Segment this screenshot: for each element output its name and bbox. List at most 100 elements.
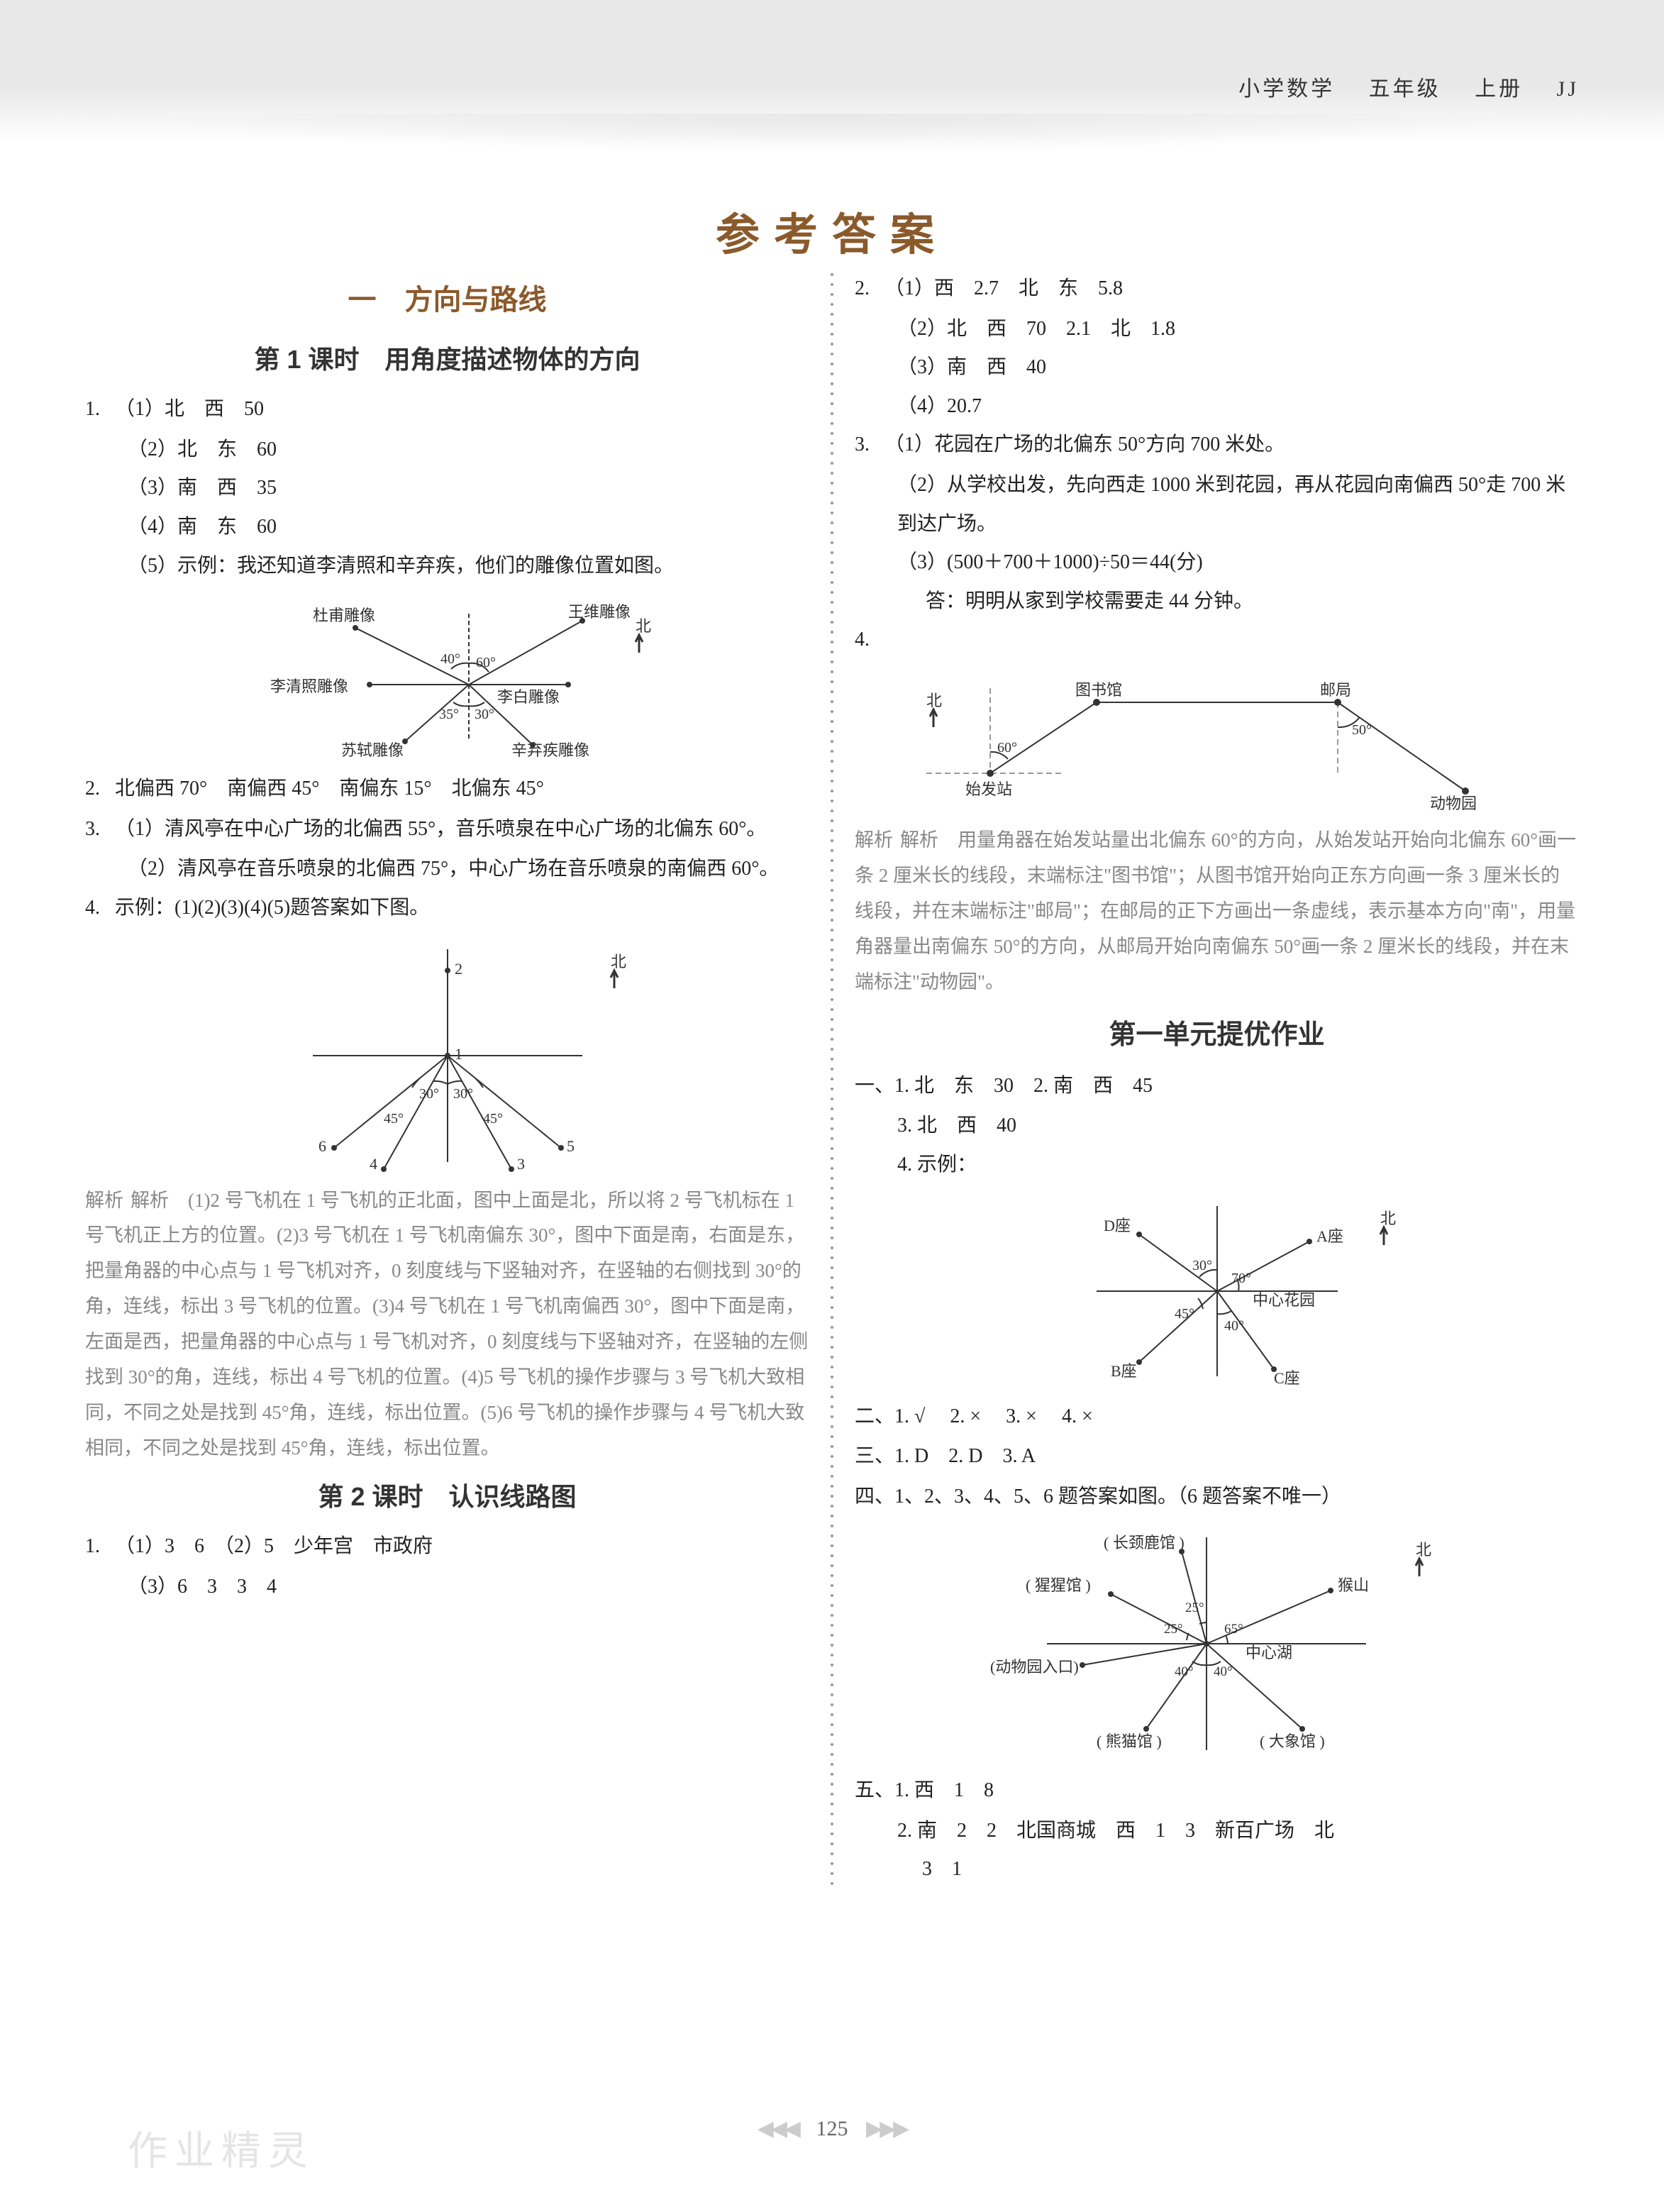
header-text: 小学数学 五年级 上册 JJ bbox=[1238, 71, 1579, 102]
fig2-p3: 3 bbox=[517, 1155, 525, 1173]
s2: 二、1. √ 2. × 3. × 4. × bbox=[855, 1398, 1579, 1437]
fig3-post: 邮局 bbox=[1320, 681, 1351, 699]
rq4-num: 4. bbox=[855, 621, 884, 660]
fig1-a40: 40° bbox=[440, 651, 460, 667]
left-column: 一 方向与路线 第 1 课时 用角度描述物体的方向 1.（1）北 西 50 （2… bbox=[85, 270, 809, 1889]
rq2-num: 2. bbox=[855, 270, 884, 309]
s5: 五、1. 西 1 8 bbox=[855, 1771, 1579, 1810]
fig5-a65: 65° bbox=[1224, 1622, 1243, 1637]
fig5-a40a: 40° bbox=[1214, 1664, 1233, 1679]
fig5-elephant: ( 大象馆 ) bbox=[1260, 1732, 1325, 1750]
watermark: 作业精灵 bbox=[128, 2119, 315, 2177]
s1-l1: 1. 北 东 30 2. 南 西 45 bbox=[894, 1075, 1153, 1097]
content-area: 一 方向与路线 第 1 课时 用角度描述物体的方向 1.（1）北 西 50 （2… bbox=[85, 270, 1579, 1889]
rq3-a2: （2）从学校出发，先向西走 1000 米到花园，再从花园向南偏西 50°走 70… bbox=[855, 466, 1579, 543]
s3: 三、1. D 2. D 3. A bbox=[855, 1437, 1579, 1476]
r-q3: 3.（1）花园在广场的北偏东 50°方向 700 米处。 bbox=[855, 426, 1579, 465]
fig5-a40b: 40° bbox=[1175, 1664, 1194, 1679]
fig3-library: 图书馆 bbox=[1075, 681, 1122, 699]
fig2-a30r: 30° bbox=[453, 1086, 473, 1102]
rq2-a4: （4）20.7 bbox=[855, 387, 1579, 426]
s4: 四、1、2、3、4、5、6 题答案如图。（6 题答案不唯一） bbox=[855, 1478, 1579, 1517]
q3-a2: （2）清风亭在音乐喷泉的北偏西 75°，中心广场在音乐喷泉的南偏西 60°。 bbox=[85, 850, 809, 889]
tri-right-icon: ▶▶▶ bbox=[866, 2117, 906, 2140]
header-volume: 上册 bbox=[1475, 77, 1523, 101]
fig5-a25b: 25° bbox=[1164, 1622, 1183, 1637]
fig3-start: 始发站 bbox=[965, 780, 1012, 798]
s2-text: 1. √ 2. × 3. × 4. × bbox=[894, 1405, 1093, 1427]
q1-a1: （1）北 西 50 bbox=[115, 398, 264, 420]
q3-a1: （1）清风亭在中心广场的北偏西 55°，音乐喷泉在中心广场的北偏东 60°。 bbox=[115, 818, 766, 840]
fig4-a: A座 bbox=[1316, 1227, 1343, 1245]
fig4-d: D座 bbox=[1104, 1217, 1131, 1234]
fig4-c: C座 bbox=[1274, 1369, 1300, 1387]
header-subject: 小学数学 bbox=[1238, 77, 1335, 101]
rq3-a1: （1）花园在广场的北偏东 50°方向 700 米处。 bbox=[884, 433, 1285, 455]
fig1-wangwei: 王维雕像 bbox=[568, 603, 631, 621]
s1-l2: 3. 北 西 40 bbox=[855, 1107, 1579, 1146]
fig2-p1: 1 bbox=[455, 1045, 462, 1063]
fig3-a60: 60° bbox=[997, 740, 1017, 756]
analysis2-text: 解析 用量角器在始发站量出北偏东 60°的方向，从始发站开始向北偏东 60°画一… bbox=[855, 829, 1576, 992]
r-q4: 4. bbox=[855, 621, 1579, 660]
fig2-p4: 4 bbox=[370, 1155, 377, 1173]
fig3-north: 北 bbox=[926, 692, 942, 709]
s5-l3: 3 1 bbox=[855, 1850, 1579, 1889]
fig5-panda: ( 熊猫馆 ) bbox=[1097, 1732, 1162, 1750]
q2-num: 2. bbox=[85, 770, 115, 809]
rq3-num: 3. bbox=[855, 426, 884, 465]
fig4-a40: 40° bbox=[1224, 1318, 1244, 1334]
fig1-xinqiji: 辛弃疾雕像 bbox=[511, 741, 589, 759]
s1-l3: 4. 示例： bbox=[855, 1146, 1579, 1185]
q3: 3.（1）清风亭在中心广场的北偏西 55°，音乐喷泉在中心广场的北偏东 60°。 bbox=[85, 810, 809, 849]
fig5-a25a: 25° bbox=[1185, 1600, 1204, 1615]
figure-1: 杜甫雕像 王维雕像 李清照雕像 李白雕像 苏轼雕像 辛弃疾雕像 北 40° 60… bbox=[228, 592, 667, 763]
analysis-1: 解析解析 (1)2 号飞机在 1 号飞机的正北面，图中上面是北，所以将 2 号飞… bbox=[85, 1183, 809, 1467]
s1: 一、1. 北 东 30 2. 南 西 45 bbox=[855, 1067, 1579, 1106]
s1-label: 一、 bbox=[855, 1075, 894, 1097]
fig2-p6: 6 bbox=[318, 1137, 326, 1155]
fig5-raccoon: ( 猩猩馆 ) bbox=[1026, 1576, 1091, 1594]
q2: 2.北偏西 70° 南偏西 45° 南偏东 15° 北偏东 45° bbox=[85, 770, 809, 809]
fig2-p5: 5 bbox=[567, 1137, 575, 1155]
fig2-a45l: 45° bbox=[384, 1111, 404, 1127]
header-grade: 五年级 bbox=[1369, 77, 1441, 101]
page-num-value: 125 bbox=[816, 2117, 848, 2140]
column-divider bbox=[831, 270, 833, 1889]
rq2-a2: （2）北 西 70 2.1 北 1.8 bbox=[855, 310, 1579, 349]
fig5-north: 北 bbox=[1416, 1541, 1431, 1559]
fig1-dufu: 杜甫雕像 bbox=[313, 607, 375, 624]
unit-opt-title: 第一单元提优作业 bbox=[855, 1009, 1579, 1061]
right-column: 2.（1）西 2.7 北 东 5.8 （2）北 西 70 2.1 北 1.8 （… bbox=[855, 270, 1579, 1889]
fig5-lake: 中心湖 bbox=[1246, 1644, 1292, 1661]
fig5-monkey: 猴山 bbox=[1338, 1576, 1369, 1594]
q1-num: 1. bbox=[85, 390, 115, 429]
s3-text: 1. D 2. D 3. A bbox=[894, 1445, 1036, 1467]
fig1-libai: 李白雕像 bbox=[497, 688, 560, 706]
figure-5: ( 长颈鹿馆 ) ( 猩猩馆 ) 猴山 中心湖 (动物园入口) ( 熊猫馆 ) … bbox=[948, 1523, 1487, 1764]
fig4-a45: 45° bbox=[1175, 1306, 1194, 1322]
s5-label: 五、 bbox=[855, 1779, 894, 1801]
rq3-a3: （3）(500＋700＋1000)÷50＝44(分) bbox=[855, 543, 1579, 582]
l2q1-num: 1. bbox=[85, 1527, 115, 1566]
tri-left-icon: ◀◀◀ bbox=[758, 2117, 798, 2140]
main-title: 参考答案 bbox=[0, 199, 1664, 262]
figure-2: 1 2 3 4 5 6 30° 30° 45° 45° 北 bbox=[228, 935, 667, 1176]
lesson1-title: 第 1 课时 用角度描述物体的方向 bbox=[85, 335, 809, 385]
s2-label: 二、 bbox=[855, 1405, 894, 1427]
q1-a3: （3）南 西 35 bbox=[85, 469, 809, 508]
fig2-north: 北 bbox=[611, 953, 626, 970]
fig4-north: 北 bbox=[1380, 1210, 1396, 1227]
fig2-p2: 2 bbox=[455, 960, 462, 978]
unit-title: 一 方向与路线 bbox=[85, 272, 809, 328]
fig1-liqingzhao: 李清照雕像 bbox=[270, 678, 348, 695]
fig1-a30: 30° bbox=[475, 707, 494, 722]
l2q1-a1: （1）3 6 （2）5 少年宫 市政府 bbox=[115, 1535, 433, 1557]
fig3-a50: 50° bbox=[1352, 722, 1372, 738]
fig2-a30l: 30° bbox=[419, 1086, 439, 1102]
l2q1: 1.（1）3 6 （2）5 少年宫 市政府 bbox=[85, 1527, 809, 1566]
fig4-a30: 30° bbox=[1192, 1258, 1212, 1273]
fig4-center: 中心花园 bbox=[1253, 1291, 1315, 1309]
q1-a2: （2）北 东 60 bbox=[85, 431, 809, 470]
s4-text: 1、2、3、4、5、6 题答案如图。（6 题答案不唯一） bbox=[894, 1486, 1341, 1508]
